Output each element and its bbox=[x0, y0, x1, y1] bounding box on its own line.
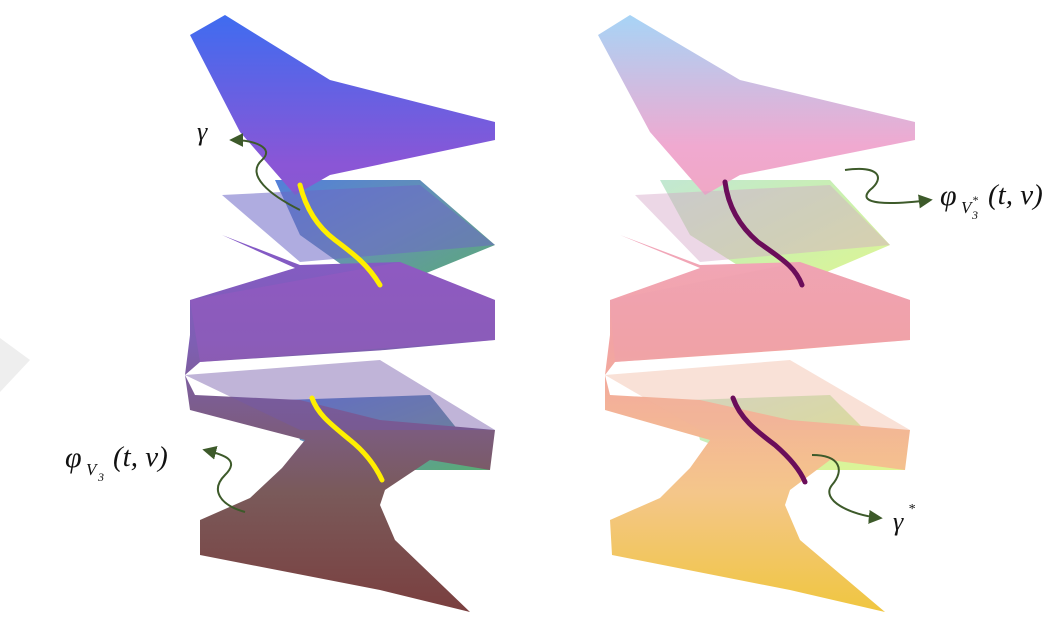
left-surface bbox=[185, 15, 495, 612]
gamma-curve-lower bbox=[309, 395, 385, 483]
gamma-star-arrow bbox=[811, 454, 883, 524]
gamma-label: γ bbox=[197, 117, 208, 146]
right-surface-band-3 bbox=[605, 360, 910, 430]
watermark-triangle bbox=[0, 338, 30, 392]
gamma-star-base: γ bbox=[893, 507, 904, 536]
right-surface-band-1 bbox=[635, 185, 890, 262]
phi-right-subsub: 3 bbox=[971, 208, 978, 222]
phi-right-sub: V bbox=[961, 198, 974, 217]
phi-left-args: (t, v) bbox=[113, 441, 168, 473]
right-surface bbox=[598, 15, 915, 612]
phi-left-arrow bbox=[202, 445, 246, 513]
gamma-star-curve-upper bbox=[722, 179, 805, 288]
left-surface-band-2 bbox=[190, 262, 495, 362]
phi-right-arrow bbox=[844, 167, 933, 209]
gamma-star-label: γ * bbox=[893, 502, 915, 536]
phi-right-subsup: * bbox=[972, 193, 978, 207]
phi-left-subsub: 3 bbox=[97, 470, 104, 484]
left-surface-band-3 bbox=[185, 360, 495, 430]
gamma-curve-upper bbox=[297, 182, 383, 288]
right-surface-inner-upper bbox=[660, 180, 890, 292]
gamma-star-sup: * bbox=[908, 502, 915, 517]
left-surface-body bbox=[185, 15, 495, 612]
gamma-arrow bbox=[229, 133, 301, 211]
phi-right-label: φ V 3 * (t, v) bbox=[940, 179, 1043, 222]
phi-right-symbol: φ bbox=[940, 179, 957, 212]
phi-right-args: (t, v) bbox=[988, 179, 1043, 211]
phi-left-sub: V bbox=[86, 460, 99, 479]
right-surface-body bbox=[598, 15, 915, 612]
gamma-star-curve-lower bbox=[730, 395, 808, 485]
phi-left-label: φ V 3 (t, v) bbox=[65, 441, 168, 484]
phi-left-symbol: φ bbox=[65, 441, 82, 474]
right-surface-band-2 bbox=[610, 262, 910, 362]
